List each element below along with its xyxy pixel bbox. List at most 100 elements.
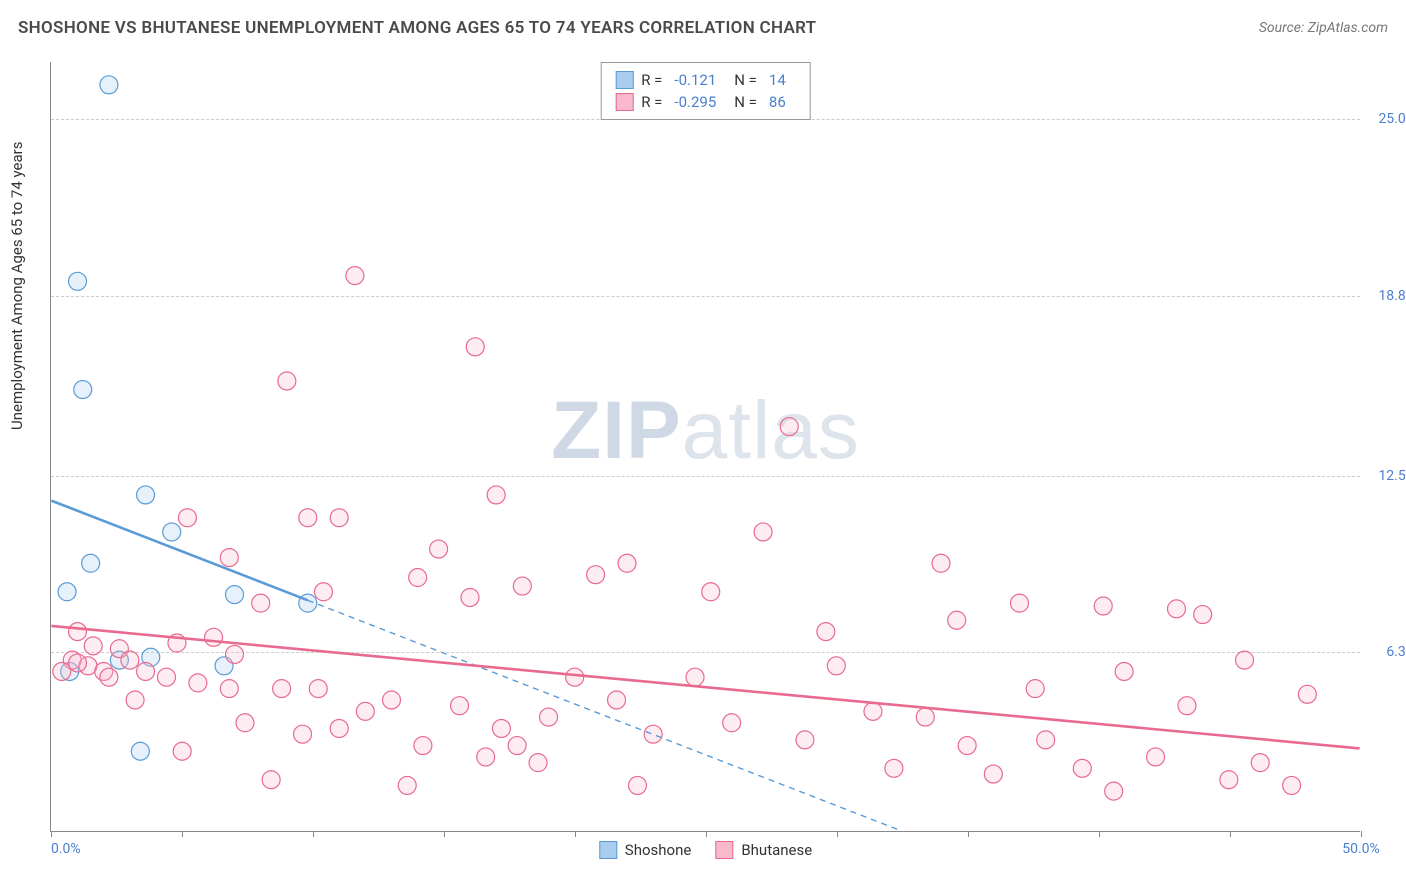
source-attribution: Source: ZipAtlas.com xyxy=(1259,20,1388,36)
data-point xyxy=(1011,594,1029,612)
data-point xyxy=(121,651,139,669)
data-point xyxy=(540,708,558,726)
series-legend: Shoshone Bhutanese xyxy=(599,841,812,859)
data-point xyxy=(916,708,934,726)
y-tick-label: 25.0% xyxy=(1366,111,1406,127)
data-point xyxy=(430,540,448,558)
data-point xyxy=(864,702,882,720)
data-point xyxy=(780,418,798,436)
data-point xyxy=(69,272,87,290)
data-point xyxy=(587,566,605,584)
x-tick-label: 50.0% xyxy=(1342,841,1380,857)
swatch-bhutanese-icon xyxy=(715,841,733,859)
r-value-bhutanese: -0.295 xyxy=(674,93,716,111)
data-point xyxy=(1283,776,1301,794)
plot-area: ZIPatlas R = -0.121 N = 14 R = -0.295 N … xyxy=(50,62,1360,832)
data-point xyxy=(383,691,401,709)
data-point xyxy=(100,668,118,686)
x-tick xyxy=(575,831,576,837)
data-point xyxy=(100,76,118,94)
legend-item-bhutanese: Bhutanese xyxy=(715,841,812,859)
data-point xyxy=(508,737,526,755)
data-point xyxy=(137,663,155,681)
data-point xyxy=(1094,597,1112,615)
data-point xyxy=(173,742,191,760)
n-value-shoshone: 14 xyxy=(769,71,786,89)
data-point xyxy=(330,509,348,527)
x-tick xyxy=(706,831,707,837)
data-point xyxy=(1167,600,1185,618)
legend-row-bhutanese: R = -0.295 N = 86 xyxy=(611,91,800,113)
x-tick xyxy=(1230,831,1231,837)
data-point xyxy=(262,771,280,789)
x-tick xyxy=(1099,831,1100,837)
data-point xyxy=(885,759,903,777)
data-point xyxy=(1220,771,1238,789)
data-point xyxy=(566,668,584,686)
data-point xyxy=(126,691,144,709)
data-point xyxy=(492,719,510,737)
data-point xyxy=(723,714,741,732)
data-point xyxy=(53,663,71,681)
data-point xyxy=(1147,748,1165,766)
x-tick xyxy=(444,831,445,837)
data-point xyxy=(1194,606,1212,624)
data-point xyxy=(618,554,636,572)
data-point xyxy=(1115,663,1133,681)
y-tick-label: 18.8% xyxy=(1366,288,1406,304)
x-tick xyxy=(1361,831,1362,837)
data-point xyxy=(82,554,100,572)
data-point xyxy=(1236,651,1254,669)
data-point xyxy=(477,748,495,766)
data-point xyxy=(466,338,484,356)
data-point xyxy=(796,731,814,749)
swatch-shoshone-icon xyxy=(599,841,617,859)
swatch-bhutanese xyxy=(615,93,633,111)
data-point xyxy=(702,583,720,601)
data-point xyxy=(356,702,374,720)
data-point xyxy=(252,594,270,612)
data-point xyxy=(314,583,332,601)
data-point xyxy=(487,486,505,504)
data-point xyxy=(686,668,704,686)
data-point xyxy=(299,509,317,527)
data-point xyxy=(1073,759,1091,777)
data-point xyxy=(409,569,427,587)
chart-title: SHOSHONE VS BHUTANESE UNEMPLOYMENT AMONG… xyxy=(18,18,816,38)
r-value-shoshone: -0.121 xyxy=(674,71,716,89)
data-point xyxy=(220,549,238,567)
data-point xyxy=(529,754,547,772)
data-point xyxy=(398,776,416,794)
x-tick-label: 0.0% xyxy=(51,841,81,857)
n-label: N = xyxy=(734,71,757,89)
data-point xyxy=(984,765,1002,783)
data-point xyxy=(932,554,950,572)
data-point xyxy=(294,725,312,743)
n-label: N = xyxy=(734,93,757,111)
x-tick xyxy=(837,831,838,837)
data-point xyxy=(131,742,149,760)
legend-item-shoshone: Shoshone xyxy=(599,841,692,859)
x-tick xyxy=(182,831,183,837)
legend-row-shoshone: R = -0.121 N = 14 xyxy=(611,69,800,91)
data-point xyxy=(1298,685,1316,703)
y-tick-label: 6.3% xyxy=(1366,644,1406,660)
x-tick xyxy=(51,831,52,837)
data-point xyxy=(69,654,87,672)
data-point xyxy=(330,719,348,737)
data-point xyxy=(513,577,531,595)
data-point xyxy=(205,628,223,646)
data-point xyxy=(178,509,196,527)
data-point xyxy=(226,645,244,663)
data-point xyxy=(461,588,479,606)
chart-svg xyxy=(51,62,1360,831)
data-point xyxy=(754,523,772,541)
data-point xyxy=(948,611,966,629)
data-point xyxy=(163,523,181,541)
data-point xyxy=(309,680,327,698)
data-point xyxy=(84,637,102,655)
data-point xyxy=(1037,731,1055,749)
x-tick xyxy=(968,831,969,837)
data-point xyxy=(273,680,291,698)
data-point xyxy=(236,714,254,732)
